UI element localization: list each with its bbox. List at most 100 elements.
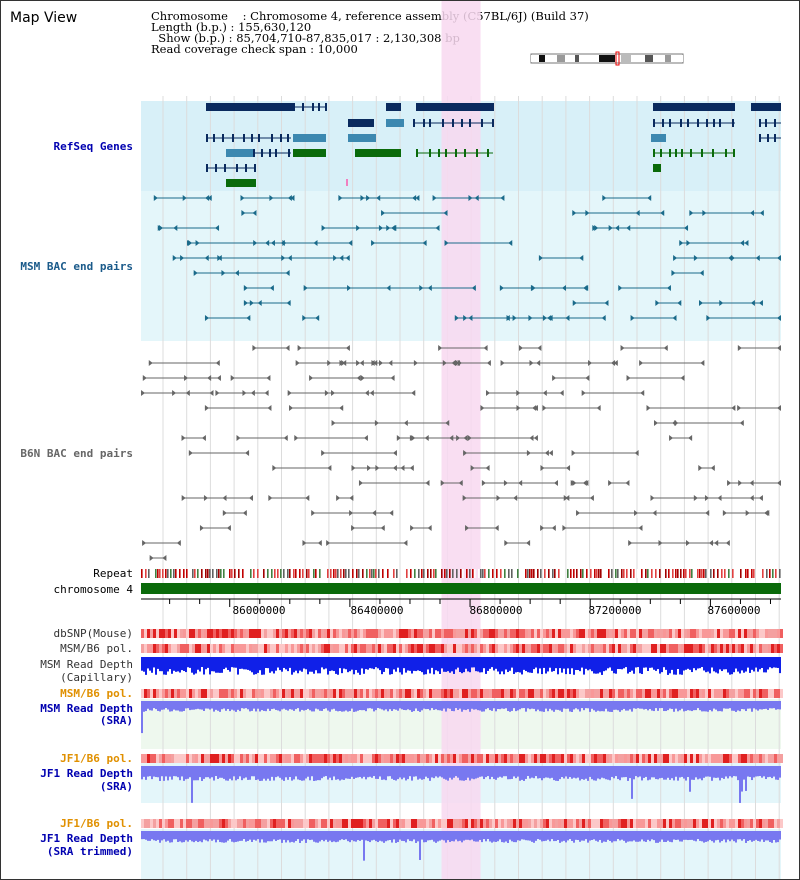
msm-bac-pair-end [419, 285, 424, 291]
b6n-bac-pair-end [463, 435, 468, 441]
msm-capillary-depth-bar [289, 657, 291, 668]
b6n-bac-pair-end [226, 525, 231, 531]
msm-pol-sra-cell [672, 689, 675, 698]
msm-bac-pair-end [565, 315, 570, 321]
msm-sra-depth-bar [683, 701, 685, 712]
jf1-sra-depth-bar [277, 766, 279, 777]
msm-capillary-depth-bar [163, 657, 165, 675]
msm-pol-sra-cell [777, 689, 780, 698]
msm-sra-depth-bar [713, 701, 715, 709]
jf1-trimmed-depth-bar [165, 831, 167, 842]
jf1-pol-trim-cell [378, 819, 381, 828]
gene-body [348, 134, 376, 142]
repeat-element [590, 569, 592, 578]
dbsnp-cell [774, 629, 777, 638]
jf1-pol-trim-cell [204, 819, 207, 828]
dbsnp-cell [531, 629, 534, 638]
msm-sra-depth-bar [245, 701, 247, 709]
msm-sra-depth-bar [733, 701, 735, 711]
jf1-sra-depth-bar [715, 766, 717, 778]
msm-pol-sra-cell [534, 689, 537, 698]
dbsnp-cell [534, 629, 537, 638]
msm-capillary-depth-bar [651, 657, 653, 668]
msm-capillary-depth-bar [203, 657, 205, 675]
msm-pol-sra-cell [618, 689, 621, 698]
repeat-element [567, 569, 569, 578]
msm-pol-cell [384, 644, 387, 653]
msm-bac-track-label[interactable]: MSM BAC end pairs [20, 260, 133, 273]
repeat-element [521, 569, 523, 578]
msm-capillary-depth-bar [505, 657, 507, 670]
jf1-pol-cell [375, 754, 378, 763]
msm-pol-sra-cell [150, 689, 153, 698]
jf1-sra-depth-bar [259, 766, 261, 781]
jf1-sra-depth-bar [461, 766, 463, 781]
msm-pol-cell [585, 644, 588, 653]
dbsnp-cell [408, 629, 411, 638]
msm-bac-pair-end [215, 225, 220, 231]
dbsnp-cell [465, 629, 468, 638]
msm-sra-depth-bar [779, 701, 781, 710]
jf1-sra-depth-bar [533, 766, 535, 779]
jf1-pol-cell [645, 754, 648, 763]
msm-pol-cell [312, 644, 315, 653]
b6n-bac-track-label[interactable]: B6N BAC end pairs [20, 447, 133, 460]
b6n-bac-pair-end [626, 375, 631, 381]
jf1-pol-trim-cell [615, 819, 618, 828]
jf1-trimmed-depth-bar [329, 831, 331, 841]
jf1-sra-depth-bar [535, 766, 537, 777]
msm-pol-cell [432, 644, 435, 653]
jf1-pol-trim-cell [312, 819, 315, 828]
b6n-bac-pair-end [326, 540, 331, 546]
b6n-bac-pair-end [389, 510, 394, 516]
jf1-trimmed-depth-bar [289, 831, 291, 843]
jf1-sra-depth-bar [151, 766, 153, 780]
repeat-element [446, 569, 448, 578]
msm-bac-pair-end [285, 270, 290, 276]
jf1-trimmed-depth-bar [309, 831, 311, 841]
msm-sra-depth-bar [723, 701, 725, 709]
jf1-sra-depth-bar [677, 766, 679, 781]
dbsnp-cell [327, 629, 330, 638]
jf1-trimmed-depth-bar [201, 831, 203, 843]
jf1-sra-depth-bar [621, 766, 623, 778]
jf1-pol-trim-cell [261, 819, 264, 828]
jf1-sra-depth-bar [269, 766, 271, 781]
msm-pol-cell [180, 644, 183, 653]
jf1-trimmed-depth-bar [585, 831, 587, 840]
dbsnp-cell [732, 629, 735, 638]
jf1-trimmed-depth-bar [691, 831, 693, 840]
msm-sra-depth-bar [327, 701, 329, 711]
msm-bac-pair-end [672, 315, 677, 321]
dbsnp-cell [699, 629, 702, 638]
jf1-sra-depth-bar [719, 766, 721, 781]
jf1-trimmed-depth-bar [729, 831, 731, 842]
gene-body [226, 149, 253, 157]
msm-sra-depth-bar [399, 701, 401, 709]
msm-pol-sra-cell [741, 689, 744, 698]
jf1-trimmed-depth-bar [305, 831, 307, 843]
dbsnp-cell [708, 629, 711, 638]
msm-bac-pair-end [684, 225, 689, 231]
b6n-bac-pair-end [559, 390, 564, 396]
jf1-pol-cell [333, 754, 336, 763]
jf1-trimmed-depth-bar [669, 831, 671, 842]
msm-pol-sra-cell [750, 689, 753, 698]
jf1-sra-depth-bar [551, 766, 553, 778]
msm-sra-depth-bar [769, 701, 771, 709]
dbsnp-cell [279, 629, 282, 638]
msm-capillary-depth-bar [359, 657, 361, 675]
jf1-trimmed-depth-bar [619, 831, 621, 841]
jf1-pol-trim-cell [522, 819, 525, 828]
msm-capillary-depth-bar [513, 657, 515, 674]
msm-capillary-depth-bar [693, 657, 695, 669]
repeat-element [701, 569, 703, 578]
msm-sra-depth-bar [601, 701, 603, 712]
jf1-trimmed-depth-bar [525, 831, 527, 841]
repeat-element [313, 569, 315, 578]
msm-sra-depth-bar [751, 701, 753, 712]
exon [774, 119, 776, 127]
b6n-bac-pair-end [266, 375, 271, 381]
refseq-track-label[interactable]: RefSeq Genes [53, 140, 133, 153]
